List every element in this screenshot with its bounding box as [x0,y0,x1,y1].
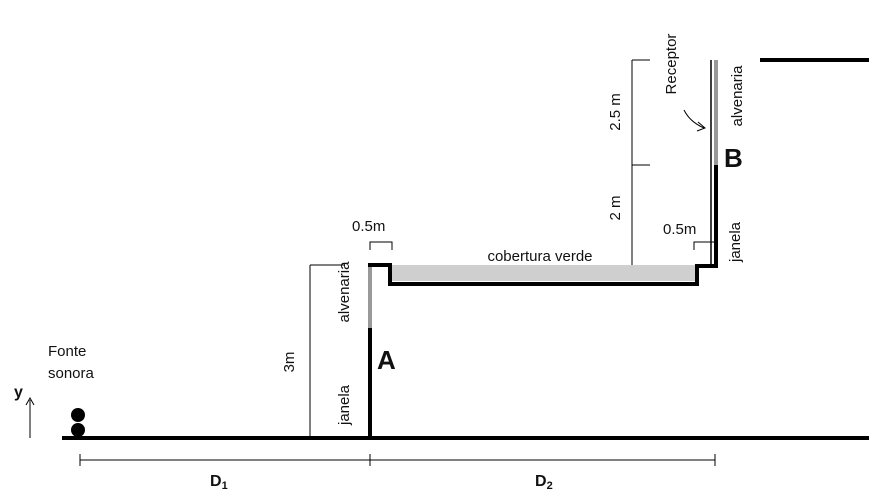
receiver-arrowhead [696,121,706,132]
y-arrowhead [25,396,35,406]
roof-label: cobertura verde [487,248,592,265]
wall-label: A [377,345,396,375]
distance-label: D2 [535,473,553,492]
source-dot [71,408,85,422]
green-roof [390,265,696,281]
masonry-label: alvenaria [336,261,353,323]
source-label: Fonte [48,343,86,360]
masonry-label: alvenaria [729,65,746,127]
dimension-label: 3m [281,352,298,373]
wall-label: B [724,143,743,173]
dimension-bracket [369,241,393,250]
window-label: janela [727,221,744,263]
distance-label: D1 [210,473,228,492]
window-label: janela [336,384,353,426]
dimension-label: 2 m [607,195,624,220]
roof-outline [368,263,714,286]
receiver-arrow [683,109,705,129]
y-label: y [14,384,23,401]
source-label: sonora [48,365,95,382]
dimension-label: 0.5m [352,218,385,235]
source-dot [71,423,85,437]
dimension-bracket [693,241,714,250]
receiver-label: Receptor [663,34,680,95]
dimension-label: 2.5 m [607,93,624,131]
dimension-label: 0.5m [663,221,696,238]
